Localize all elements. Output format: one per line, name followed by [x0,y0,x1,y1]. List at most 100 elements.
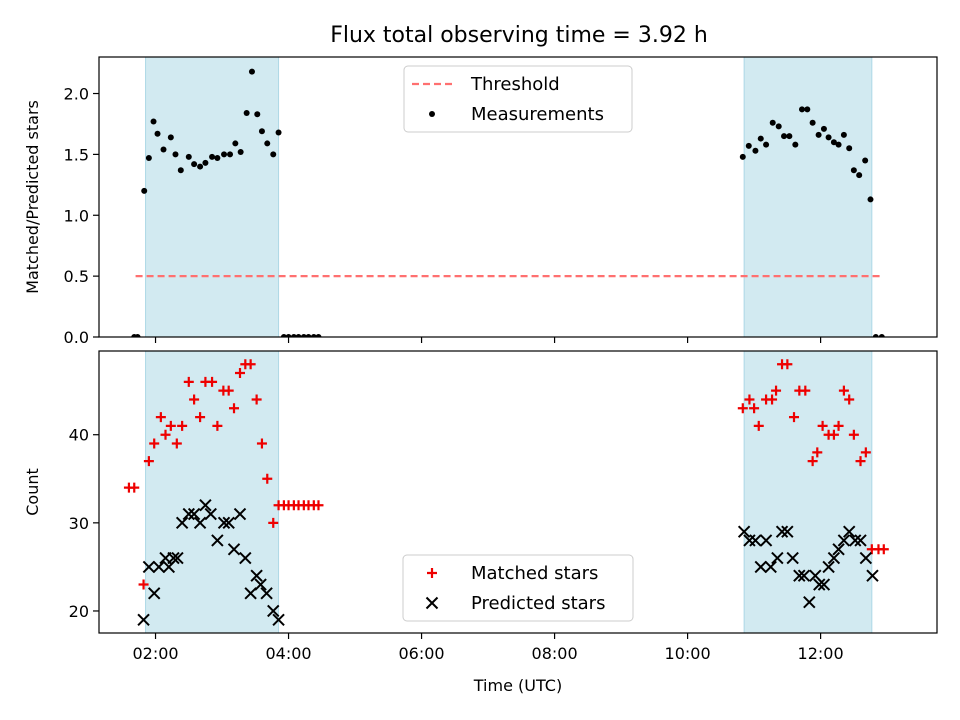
measurement-point [856,172,863,179]
matched-star-point [207,376,218,387]
measurement-point [243,110,250,116]
predicted-star-point [244,587,257,600]
y-tick-label: 30 [69,514,89,533]
predicted-star-point [837,534,851,547]
measurement-point [310,334,317,337]
matched-star-point [817,420,828,431]
measurement-point [846,145,853,152]
matched-star-point [251,394,262,405]
measurement-point [305,334,312,337]
predicted-star-point [217,516,231,530]
matched-star-point [800,385,811,396]
measurement-point [145,155,152,162]
matched-star-point [782,359,793,370]
x-tick-label: 04:00 [265,644,311,663]
matched-star-point [189,394,200,405]
measurement-point [835,141,842,148]
measurement-point [197,163,204,170]
observing-span-1 [145,57,280,337]
measurement-point [154,130,161,137]
matched-star-point [771,385,782,396]
axes-frame [98,56,938,338]
y-tick-label: 0.5 [64,267,89,286]
measurement-point [275,129,282,136]
predicted-star-point [759,534,773,547]
measurement-point [769,119,776,126]
x-tick-label: 06:00 [399,644,445,663]
y-tick-label: 20 [69,602,89,621]
legend-predicted-swatch [425,596,439,610]
measurement-point [739,153,746,160]
measurement-point [191,161,198,168]
measurement-point [752,147,759,154]
measurement-point [150,118,157,125]
matched-star-point [165,420,176,431]
matched-star-point [855,456,866,467]
legend-measurements-swatch [429,111,435,117]
matched-star-point [234,368,245,379]
predicted-star-point [749,534,762,547]
matched-star-point [143,456,154,467]
legend-predicted-label: Predicted stars [471,593,605,614]
predicted-star-point [211,534,224,547]
predicted-star-point [822,560,835,574]
predicted-star-point [797,569,811,582]
matched-star-point [749,403,760,414]
predicted-star-point [771,551,784,565]
predicted-star-point [187,507,201,521]
predicted-star-point [859,551,873,565]
predicted-star-point [152,560,166,574]
predicted-star-point [854,534,867,547]
matched-star-point [848,429,859,440]
matched-star-point [229,403,240,414]
matched-star-point [812,447,823,458]
measurement-point [172,151,179,158]
matched-star-point [833,420,844,431]
measurement-point [214,155,221,162]
matched-star-point [313,500,324,511]
measurement-point [820,125,827,132]
predicted-star-point [866,569,879,582]
predicted-star-point [233,507,247,521]
measurement-point [300,334,307,337]
legend-matched-label: Matched stars [471,563,598,584]
legend-box [402,554,634,622]
predicted-star-point [204,507,217,521]
legend: Threshold Measurements [403,65,633,133]
measurement-point [177,167,184,174]
matched-star-point [828,429,839,440]
x-axis-label: Time (UTC) [473,676,562,695]
matched-star-point [177,420,188,431]
predicted-star-point [167,551,180,565]
predicted-star-point [803,595,816,609]
predicted-star-point [171,551,184,565]
predicted-star-point [813,578,826,591]
predicted-star-point [817,578,831,591]
matched-star-point [838,385,849,396]
measurement-point [825,134,832,141]
predicted-star-point [786,551,799,565]
measurement-point [809,119,816,126]
measurement-point [781,133,788,140]
measurement-point [134,334,141,337]
matched-star-point [138,579,149,590]
predicted-star-point [832,543,845,556]
measurement-point [840,131,847,138]
measurement-point [872,334,879,337]
measurement-point [160,146,167,153]
matched-star-point [744,394,755,405]
measurement-point [237,148,244,155]
measurement-point [254,111,261,118]
plot-area [131,57,885,337]
matched-star-point [878,544,889,555]
predicted-star-point [193,516,207,530]
measurement-point [280,334,287,337]
measurement-point [141,187,148,194]
measurement-point [209,153,216,160]
measurement-point [315,334,322,337]
predicted-star-point [142,560,156,574]
axes-frame [98,350,938,634]
measurement-point [757,135,764,142]
measurement-point [270,151,277,158]
